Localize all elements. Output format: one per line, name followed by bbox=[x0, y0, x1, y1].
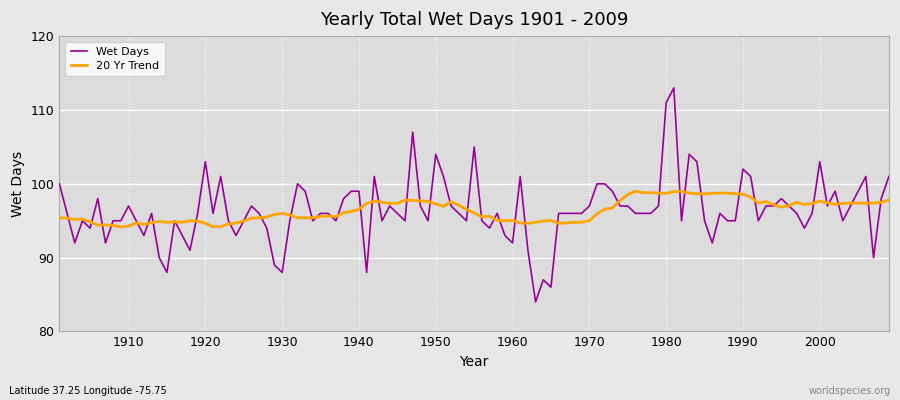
Line: Wet Days: Wet Days bbox=[59, 88, 889, 302]
Wet Days bbox=[607, 189, 617, 194]
20 Yr Trend bbox=[507, 218, 517, 223]
Legend: Wet Days, 20 Yr Trend: Wet Days, 20 Yr Trend bbox=[65, 42, 165, 76]
Wet Days bbox=[884, 174, 895, 179]
Wet Days bbox=[507, 240, 517, 245]
X-axis label: Year: Year bbox=[460, 355, 489, 369]
Title: Yearly Total Wet Days 1901 - 2009: Yearly Total Wet Days 1901 - 2009 bbox=[320, 11, 628, 29]
20 Yr Trend bbox=[630, 189, 641, 194]
Wet Days bbox=[669, 86, 680, 90]
Wet Days bbox=[284, 218, 295, 223]
Wet Days bbox=[54, 182, 65, 186]
20 Yr Trend bbox=[115, 224, 126, 229]
Text: Latitude 37.25 Longitude -75.75: Latitude 37.25 Longitude -75.75 bbox=[9, 386, 166, 396]
20 Yr Trend bbox=[515, 220, 526, 225]
Y-axis label: Wet Days: Wet Days bbox=[11, 151, 25, 217]
20 Yr Trend bbox=[607, 206, 617, 210]
20 Yr Trend bbox=[123, 224, 134, 228]
Wet Days bbox=[330, 218, 341, 223]
Text: worldspecies.org: worldspecies.org bbox=[809, 386, 891, 396]
Wet Days bbox=[500, 233, 510, 238]
Wet Days bbox=[115, 218, 126, 223]
20 Yr Trend bbox=[292, 216, 303, 220]
Line: 20 Yr Trend: 20 Yr Trend bbox=[59, 191, 889, 227]
Wet Days bbox=[530, 300, 541, 304]
20 Yr Trend bbox=[54, 216, 65, 220]
20 Yr Trend bbox=[884, 198, 895, 202]
20 Yr Trend bbox=[338, 210, 349, 215]
